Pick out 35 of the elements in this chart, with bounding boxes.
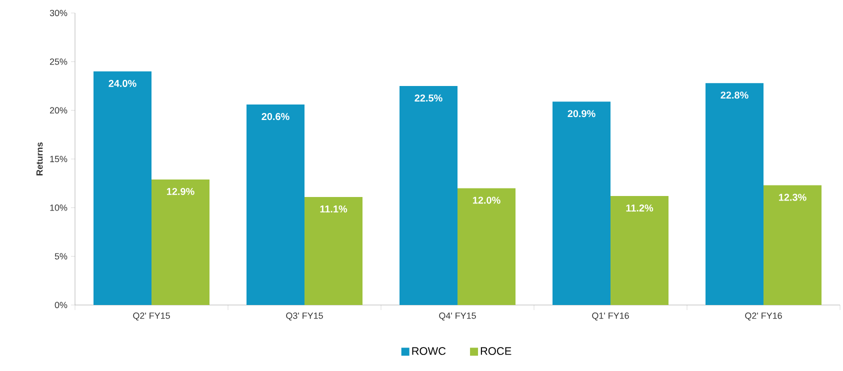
y-axis-title: Returns <box>36 142 43 176</box>
bar <box>552 102 611 305</box>
y-tick-label: 30% <box>50 10 68 16</box>
y-tick-label: 20% <box>50 107 68 114</box>
x-tick-label: Q2' FY15 <box>133 312 170 320</box>
legend-label: ROCE <box>480 347 512 355</box>
bar <box>458 188 516 305</box>
y-tick-label: 25% <box>50 58 68 65</box>
data-label: 12.0% <box>473 196 500 204</box>
bar <box>94 71 152 305</box>
data-label: 12.9% <box>167 188 194 196</box>
data-label: 22.5% <box>414 94 442 102</box>
bar <box>764 185 822 305</box>
y-tick-label: 15% <box>50 156 68 162</box>
data-label: 22.8% <box>720 92 748 99</box>
bar <box>400 86 458 305</box>
bar <box>246 104 305 305</box>
bar <box>610 196 669 305</box>
x-tick-label: Q4' FY15 <box>439 312 476 320</box>
x-tick-label: Q3' FY15 <box>286 312 323 320</box>
y-tick-label: 0% <box>54 302 68 308</box>
data-label: 11.1% <box>320 205 348 212</box>
bar <box>706 83 764 305</box>
data-label: 20.9% <box>568 110 596 118</box>
y-tick-label: 5% <box>54 253 68 260</box>
bar <box>304 196 363 305</box>
data-label: 20.6% <box>262 113 290 120</box>
bar <box>152 179 210 305</box>
y-tick-label: 10% <box>50 204 68 211</box>
data-label: 12.3% <box>779 194 806 201</box>
data-label: 11.2% <box>626 204 654 212</box>
x-tick-label: Q2' FY16 <box>745 312 782 320</box>
data-label: 24.0% <box>108 80 136 87</box>
x-tick-label: Q1' FY16 <box>592 312 629 320</box>
legend-label: ROWC <box>412 347 446 355</box>
